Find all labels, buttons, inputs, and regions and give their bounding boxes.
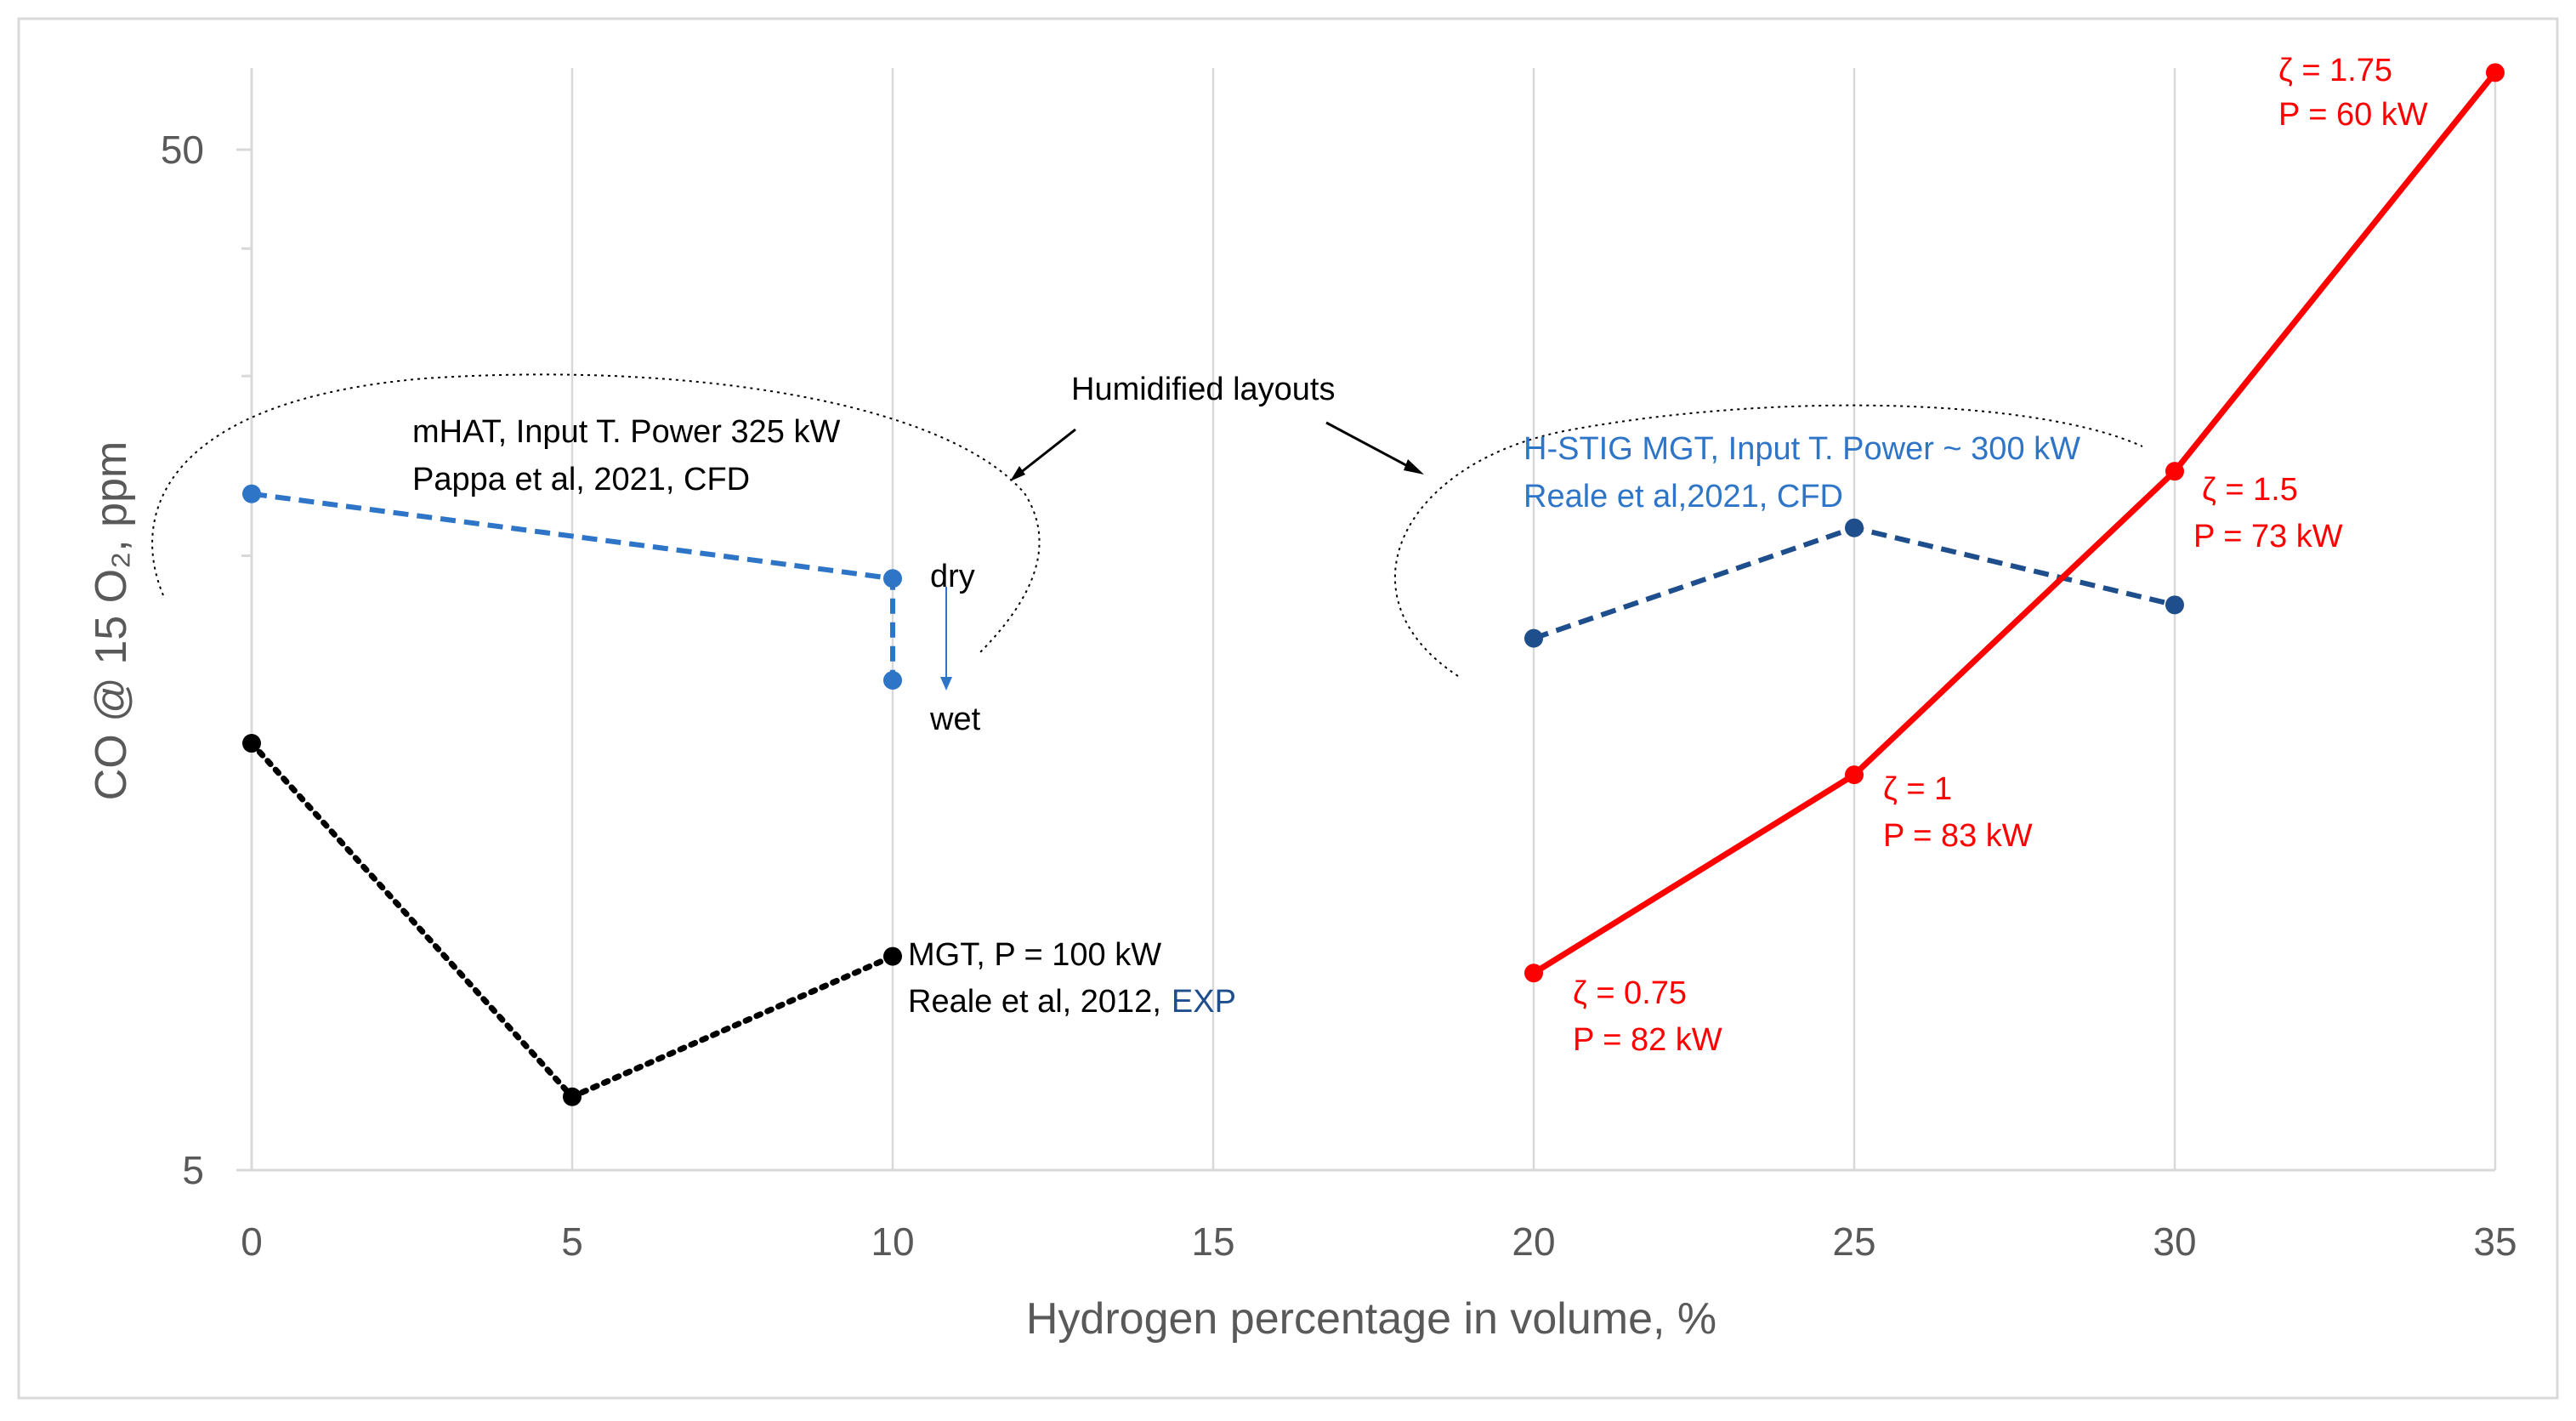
wet-label: wet xyxy=(929,702,981,737)
humidified-label: Humidified layouts xyxy=(1071,372,1335,407)
data-point xyxy=(242,734,261,753)
y-tick-label: 5 xyxy=(182,1148,204,1192)
data-point xyxy=(2165,595,2184,615)
zeta-1-label: ζ = 1 xyxy=(1883,771,1952,807)
data-point xyxy=(2165,462,2184,481)
chart-border xyxy=(17,17,2559,1400)
data-point xyxy=(883,569,902,588)
x-tick-label: 15 xyxy=(1191,1219,1234,1264)
data-point xyxy=(883,670,902,690)
x-tick-label: 10 xyxy=(871,1219,914,1264)
x-tick-label: 0 xyxy=(241,1219,263,1264)
hstig-label-line1: H-STIG MGT, Input T. Power ~ 300 kW xyxy=(1523,431,2080,467)
data-point xyxy=(1845,765,1864,785)
dry-wet-arrow-head xyxy=(940,677,952,691)
zeta-1-power: P = 83 kW xyxy=(1883,818,2033,854)
zeta-175-power: P = 60 kW xyxy=(2278,97,2428,133)
hstig-label-line2: Reale et al,2021, CFD xyxy=(1523,479,1843,514)
x-tick-label: 35 xyxy=(2473,1219,2516,1264)
x-tick-label: 30 xyxy=(2153,1219,2196,1264)
data-point xyxy=(1524,963,1543,983)
data-point xyxy=(563,1087,582,1106)
humidified-arrow-left xyxy=(1015,428,1076,478)
x-tick-label: 25 xyxy=(1832,1219,1875,1264)
mhat-label-line1: mHAT, Input T. Power 325 kW xyxy=(412,414,840,450)
mhat-label-line2: Pappa et al, 2021, CFD xyxy=(412,462,750,497)
x-tick-label: 5 xyxy=(561,1219,583,1264)
series-layer xyxy=(242,63,2505,1106)
mgt-label-line2-type: EXP xyxy=(1172,984,1236,1020)
zeta-15-power: P = 73 kW xyxy=(2193,519,2343,554)
data-point xyxy=(2486,63,2505,82)
data-point xyxy=(1524,628,1543,648)
gridlines xyxy=(570,68,2497,1170)
mgt-label-line2: Reale et al, 2012, EXP xyxy=(908,984,1236,1020)
humidified-arrow-left-head xyxy=(1010,466,1025,481)
zeta-075-power: P = 82 kW xyxy=(1573,1022,1722,1058)
data-point xyxy=(1845,518,1864,537)
y-axis-title: CO @ 15 O₂, ppm xyxy=(87,441,136,801)
data-point xyxy=(242,484,261,503)
zeta-075-label: ζ = 0.75 xyxy=(1573,975,1687,1011)
x-tick-label: 20 xyxy=(1512,1219,1555,1264)
zeta-15-label: ζ = 1.5 xyxy=(2202,472,2298,508)
x-axis-title: Hydrogen percentage in volume, % xyxy=(1026,1294,1716,1344)
humidified-arrow-right xyxy=(1325,421,1416,472)
series-line-3 xyxy=(1532,71,2498,976)
humidified-arrow-right-head xyxy=(1404,459,1424,475)
mgt-label-line2-ref: Reale et al, 2012, xyxy=(908,984,1161,1020)
mgt-label-line1: MGT, P = 100 kW xyxy=(908,937,1161,973)
data-point xyxy=(883,946,902,966)
y-tick-label: 50 xyxy=(161,128,204,172)
zeta-175-label: ζ = 1.75 xyxy=(2278,53,2392,88)
dry-label: dry xyxy=(930,559,975,594)
